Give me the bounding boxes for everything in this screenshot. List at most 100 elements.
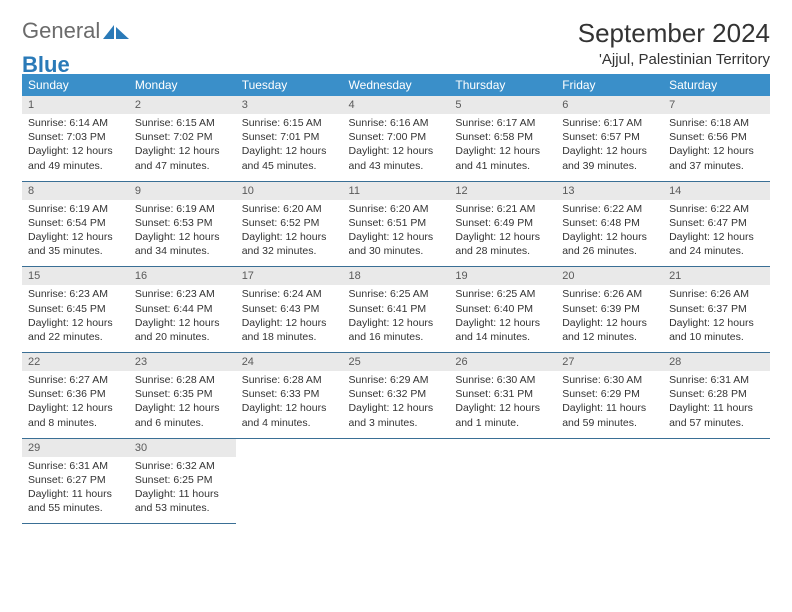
daylight-line: Daylight: 12 hours and 16 minutes. — [349, 316, 444, 344]
weekday-header: Monday — [129, 74, 236, 96]
day-number: 9 — [129, 182, 236, 200]
day-body: Sunrise: 6:28 AMSunset: 6:35 PMDaylight:… — [129, 371, 236, 438]
day-number: 15 — [22, 267, 129, 285]
sunset-line: Sunset: 7:02 PM — [135, 130, 230, 144]
day-number: 22 — [22, 353, 129, 371]
day-body: Sunrise: 6:22 AMSunset: 6:48 PMDaylight:… — [556, 200, 663, 267]
day-body-empty — [449, 457, 556, 519]
sunrise-line: Sunrise: 6:25 AM — [349, 287, 444, 301]
day-number-empty — [449, 439, 556, 457]
day-body: Sunrise: 6:23 AMSunset: 6:44 PMDaylight:… — [129, 285, 236, 352]
month-title: September 2024 — [578, 18, 770, 49]
sunrise-line: Sunrise: 6:27 AM — [28, 373, 123, 387]
day-body: Sunrise: 6:22 AMSunset: 6:47 PMDaylight:… — [663, 200, 770, 267]
sunset-line: Sunset: 7:03 PM — [28, 130, 123, 144]
sunrise-line: Sunrise: 6:25 AM — [455, 287, 550, 301]
sunset-line: Sunset: 6:47 PM — [669, 216, 764, 230]
daylight-line: Daylight: 12 hours and 26 minutes. — [562, 230, 657, 258]
sunset-line: Sunset: 6:36 PM — [28, 387, 123, 401]
daylight-line: Daylight: 12 hours and 24 minutes. — [669, 230, 764, 258]
day-number: 19 — [449, 267, 556, 285]
weekday-header: Saturday — [663, 74, 770, 96]
sunset-line: Sunset: 6:31 PM — [455, 387, 550, 401]
day-number: 6 — [556, 96, 663, 114]
title-block: September 2024 'Ajjul, Palestinian Terri… — [578, 18, 770, 68]
day-body: Sunrise: 6:18 AMSunset: 6:56 PMDaylight:… — [663, 114, 770, 181]
day-number-empty — [343, 439, 450, 457]
day-number: 14 — [663, 182, 770, 200]
day-body: Sunrise: 6:19 AMSunset: 6:53 PMDaylight:… — [129, 200, 236, 267]
day-number: 20 — [556, 267, 663, 285]
brand-name-b: Blue — [22, 52, 70, 78]
day-body: Sunrise: 6:17 AMSunset: 6:58 PMDaylight:… — [449, 114, 556, 181]
daylight-line: Daylight: 12 hours and 47 minutes. — [135, 144, 230, 172]
sunset-line: Sunset: 6:49 PM — [455, 216, 550, 230]
sunrise-line: Sunrise: 6:18 AM — [669, 116, 764, 130]
day-body-empty — [343, 457, 450, 519]
day-body: Sunrise: 6:20 AMSunset: 6:51 PMDaylight:… — [343, 200, 450, 267]
day-number: 1 — [22, 96, 129, 114]
sunset-line: Sunset: 6:48 PM — [562, 216, 657, 230]
daylight-line: Daylight: 12 hours and 45 minutes. — [242, 144, 337, 172]
brand-logo: General — [22, 18, 103, 44]
sunset-line: Sunset: 6:40 PM — [455, 302, 550, 316]
daylight-line: Daylight: 12 hours and 41 minutes. — [455, 144, 550, 172]
day-body: Sunrise: 6:32 AMSunset: 6:25 PMDaylight:… — [129, 457, 236, 524]
daylight-line: Daylight: 12 hours and 35 minutes. — [28, 230, 123, 258]
sunrise-line: Sunrise: 6:24 AM — [242, 287, 337, 301]
sunrise-line: Sunrise: 6:15 AM — [135, 116, 230, 130]
day-number: 25 — [343, 353, 450, 371]
day-number: 10 — [236, 182, 343, 200]
daylight-line: Daylight: 12 hours and 28 minutes. — [455, 230, 550, 258]
brand-name-a: General — [22, 18, 100, 44]
day-number: 5 — [449, 96, 556, 114]
sunset-line: Sunset: 6:39 PM — [562, 302, 657, 316]
sunset-line: Sunset: 6:58 PM — [455, 130, 550, 144]
daylight-line: Daylight: 12 hours and 8 minutes. — [28, 401, 123, 429]
day-body: Sunrise: 6:23 AMSunset: 6:45 PMDaylight:… — [22, 285, 129, 352]
daylight-line: Daylight: 12 hours and 14 minutes. — [455, 316, 550, 344]
day-number: 21 — [663, 267, 770, 285]
calendar-page: General September 2024 'Ajjul, Palestini… — [0, 0, 792, 542]
day-number: 26 — [449, 353, 556, 371]
sunrise-line: Sunrise: 6:19 AM — [135, 202, 230, 216]
sunrise-line: Sunrise: 6:17 AM — [562, 116, 657, 130]
day-number: 29 — [22, 439, 129, 457]
daylight-line: Daylight: 12 hours and 1 minute. — [455, 401, 550, 429]
day-body: Sunrise: 6:15 AMSunset: 7:02 PMDaylight:… — [129, 114, 236, 181]
weekday-header: Thursday — [449, 74, 556, 96]
sunrise-line: Sunrise: 6:22 AM — [562, 202, 657, 216]
sunrise-line: Sunrise: 6:30 AM — [562, 373, 657, 387]
day-body: Sunrise: 6:31 AMSunset: 6:28 PMDaylight:… — [663, 371, 770, 438]
day-number: 12 — [449, 182, 556, 200]
sunset-line: Sunset: 7:01 PM — [242, 130, 337, 144]
daylight-line: Daylight: 12 hours and 20 minutes. — [135, 316, 230, 344]
location-subtitle: 'Ajjul, Palestinian Territory — [578, 51, 770, 68]
sunrise-line: Sunrise: 6:29 AM — [349, 373, 444, 387]
day-body: Sunrise: 6:25 AMSunset: 6:40 PMDaylight:… — [449, 285, 556, 352]
day-number: 30 — [129, 439, 236, 457]
sunrise-line: Sunrise: 6:32 AM — [135, 459, 230, 473]
day-number-empty — [236, 439, 343, 457]
day-number: 27 — [556, 353, 663, 371]
daylight-line: Daylight: 12 hours and 18 minutes. — [242, 316, 337, 344]
sunset-line: Sunset: 6:28 PM — [669, 387, 764, 401]
day-body: Sunrise: 6:21 AMSunset: 6:49 PMDaylight:… — [449, 200, 556, 267]
daylight-line: Daylight: 12 hours and 49 minutes. — [28, 144, 123, 172]
day-number: 2 — [129, 96, 236, 114]
day-number: 17 — [236, 267, 343, 285]
calendar-body: 1234567Sunrise: 6:14 AMSunset: 7:03 PMDa… — [22, 96, 770, 524]
day-number: 23 — [129, 353, 236, 371]
daylight-line: Daylight: 11 hours and 53 minutes. — [135, 487, 230, 515]
sunrise-line: Sunrise: 6:31 AM — [28, 459, 123, 473]
day-number: 13 — [556, 182, 663, 200]
daylight-line: Daylight: 12 hours and 6 minutes. — [135, 401, 230, 429]
sunrise-line: Sunrise: 6:26 AM — [562, 287, 657, 301]
sunset-line: Sunset: 7:00 PM — [349, 130, 444, 144]
sunrise-line: Sunrise: 6:31 AM — [669, 373, 764, 387]
daylight-line: Daylight: 11 hours and 57 minutes. — [669, 401, 764, 429]
sunset-line: Sunset: 6:57 PM — [562, 130, 657, 144]
sunrise-line: Sunrise: 6:20 AM — [242, 202, 337, 216]
sunrise-line: Sunrise: 6:20 AM — [349, 202, 444, 216]
sunrise-line: Sunrise: 6:15 AM — [242, 116, 337, 130]
